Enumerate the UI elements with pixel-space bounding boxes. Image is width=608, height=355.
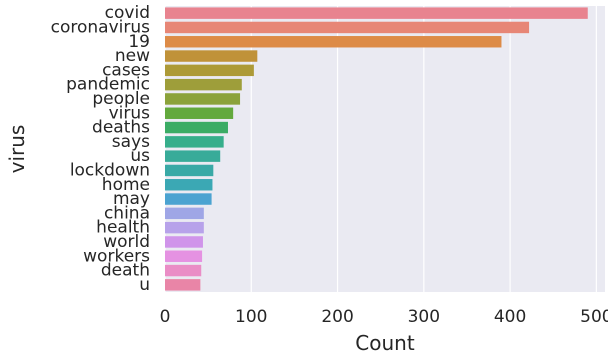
bars	[165, 7, 588, 291]
bar-death	[165, 264, 202, 277]
bar-deaths	[165, 121, 228, 134]
bar-home	[165, 179, 213, 191]
category-label: deaths	[92, 118, 150, 138]
x-tick-label: 100	[235, 307, 267, 327]
bar-covid	[165, 7, 588, 19]
bar-cases	[165, 64, 254, 77]
bar-new	[165, 50, 258, 62]
category-label: lockdown	[70, 160, 150, 180]
bar-may	[165, 193, 212, 205]
category-label: covid	[105, 3, 150, 23]
category-label: coronavirus	[51, 17, 151, 37]
bar-pandemic	[165, 78, 242, 91]
x-axis-title: Count	[355, 331, 415, 355]
x-tick-label: 400	[494, 307, 526, 327]
x-tick-label: 300	[408, 307, 440, 327]
category-labels: covidcoronavirus19newcasespandemicpeople…	[51, 3, 151, 295]
bar-workers	[165, 250, 203, 262]
plot-background	[165, 6, 605, 292]
category-label: 19	[128, 32, 150, 52]
bar-lockdown	[165, 164, 214, 177]
bar-virus	[165, 107, 234, 119]
category-label: u	[139, 275, 150, 295]
bar-u	[165, 279, 201, 291]
category-label: world	[103, 232, 150, 252]
category-label: china	[104, 203, 150, 223]
bar-19	[165, 36, 502, 48]
category-label: health	[96, 218, 150, 238]
bar-china	[165, 207, 204, 220]
bar-people	[165, 93, 241, 105]
x-tick-label: 200	[321, 307, 353, 327]
category-label: may	[113, 189, 150, 209]
category-label: death	[101, 261, 150, 281]
x-tick-label: 0	[160, 307, 171, 327]
bar-world	[165, 236, 203, 248]
category-label: workers	[83, 246, 150, 266]
category-label: virus	[109, 103, 151, 123]
bar-health	[165, 221, 204, 234]
category-label: new	[115, 46, 150, 66]
category-label: pandemic	[66, 75, 150, 95]
category-label: people	[92, 89, 150, 109]
category-label: says	[112, 132, 150, 152]
y-axis-title: virus	[5, 125, 29, 174]
x-tick-label: 500	[580, 307, 608, 327]
bar-us	[165, 150, 221, 162]
category-label: cases	[102, 60, 150, 80]
category-label: home	[102, 175, 150, 195]
bar-says	[165, 136, 224, 148]
bar-coronavirus	[165, 21, 530, 34]
category-label: us	[130, 146, 150, 166]
x-tick-labels: 0 100 200 300 400 500	[160, 307, 608, 327]
